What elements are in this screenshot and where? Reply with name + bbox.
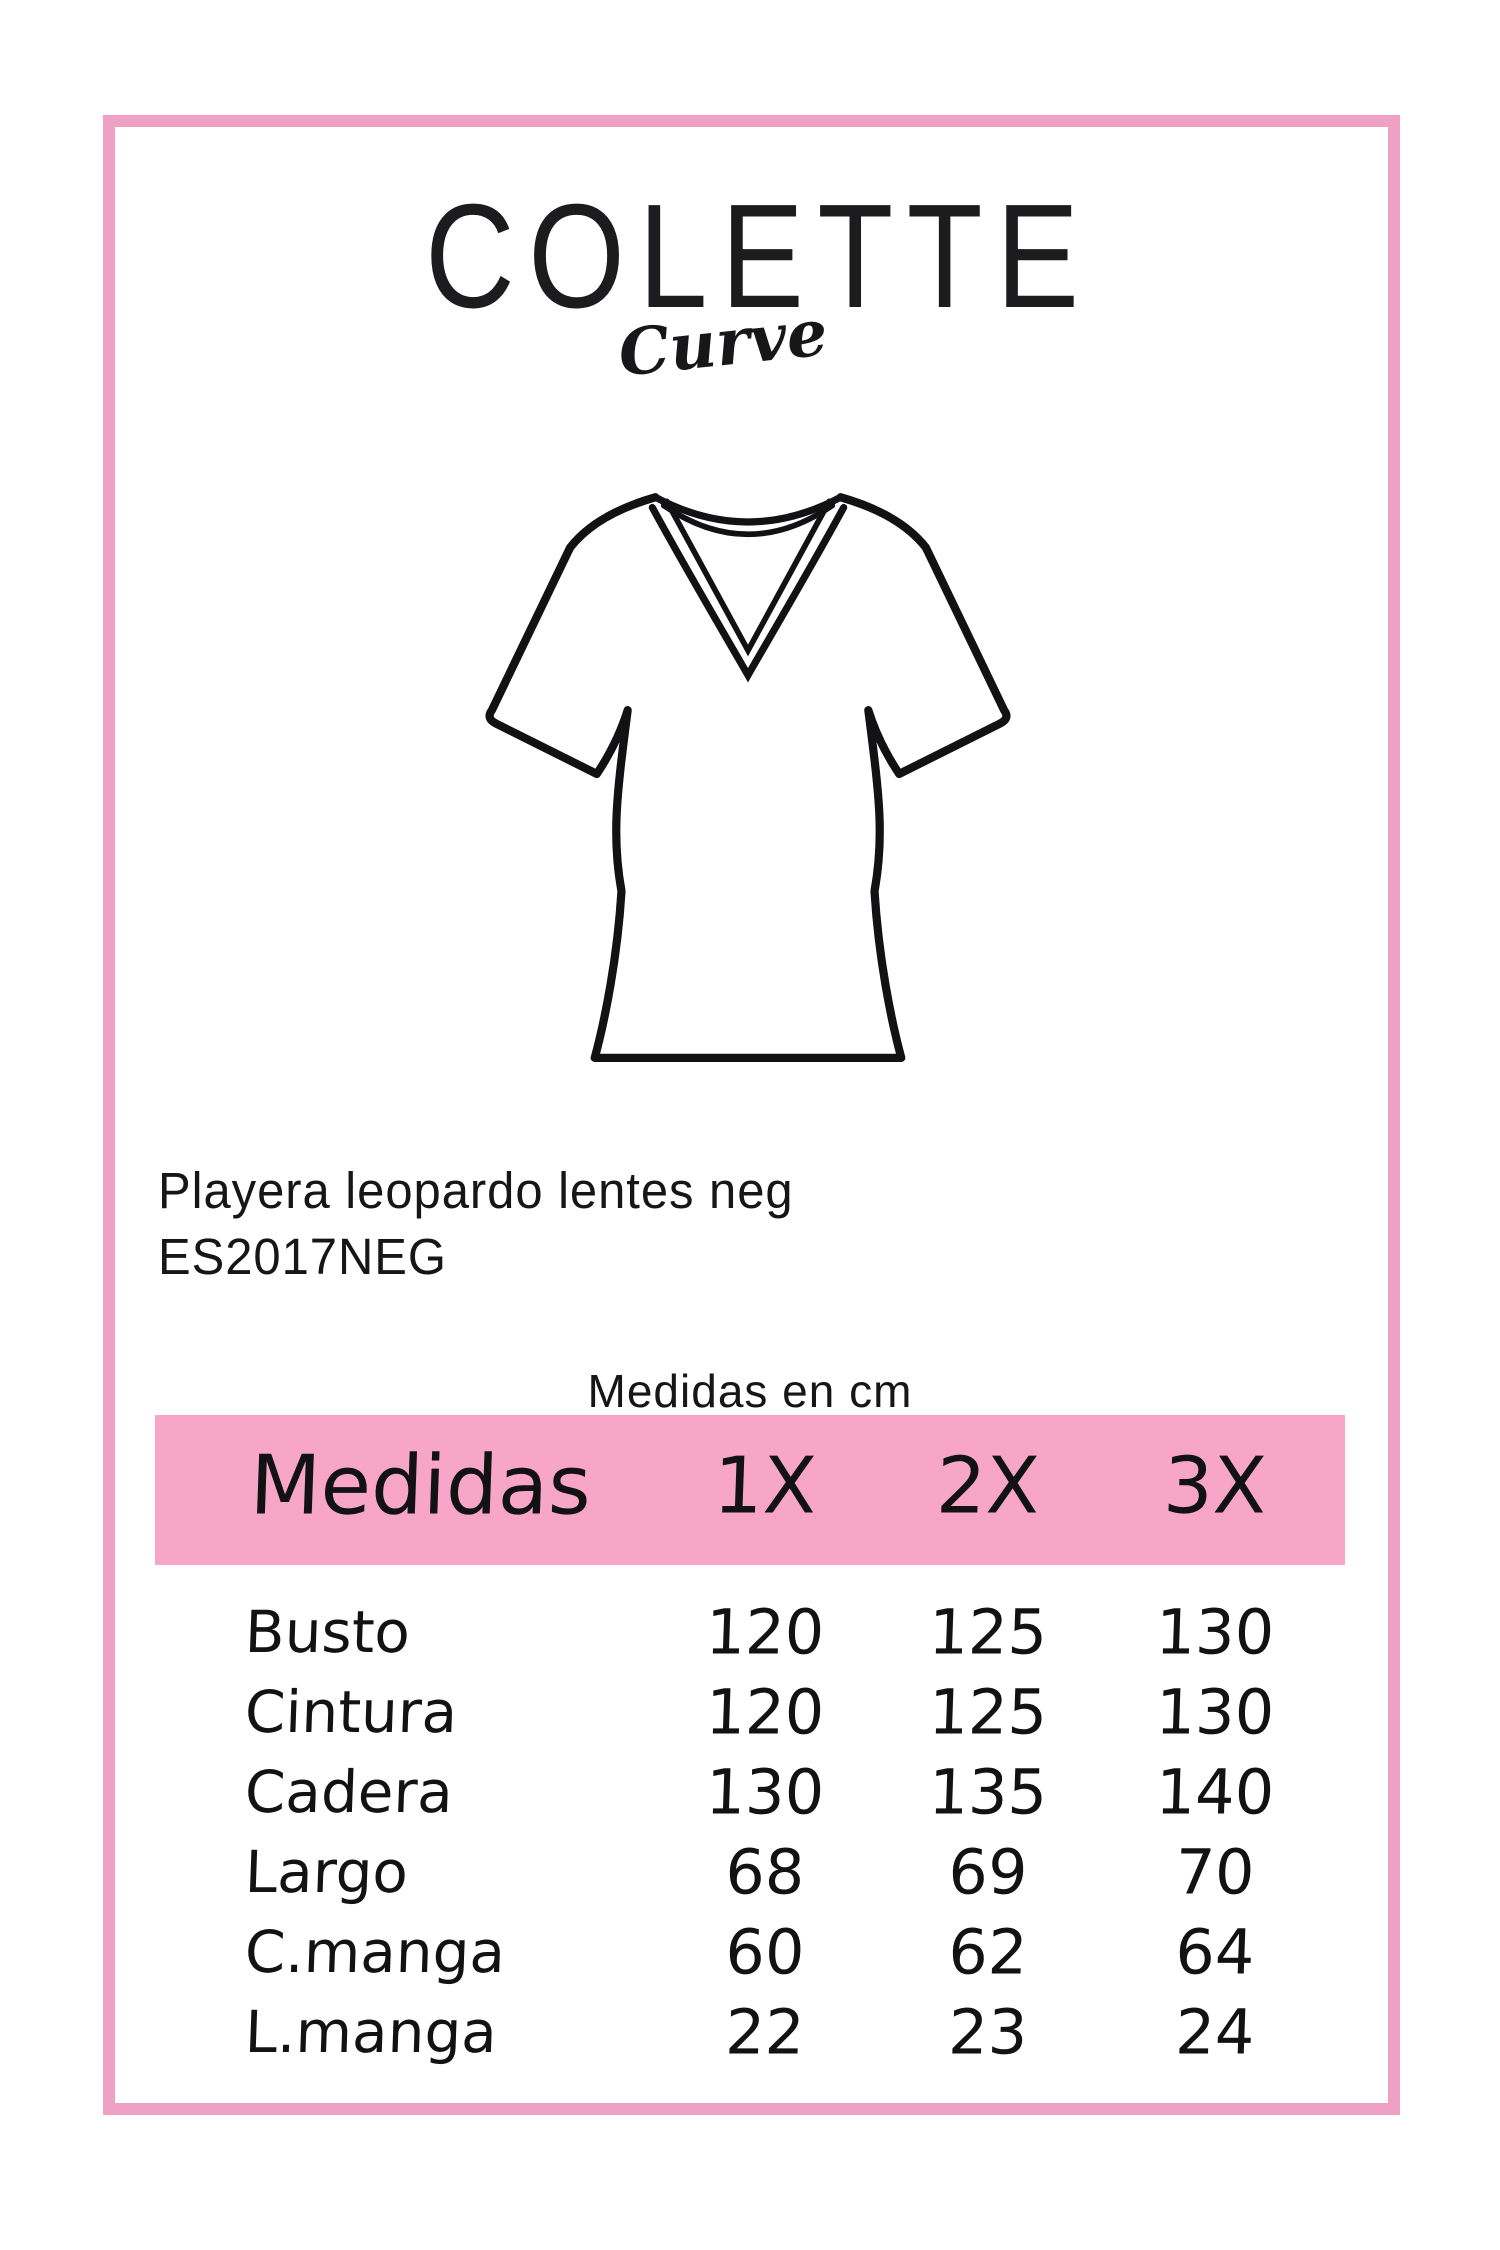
pink-frame-border	[103, 115, 1400, 2115]
table-row-lmanga: L.manga 22 23 24	[155, 1992, 1345, 2072]
row-label: Cintura	[243, 1678, 459, 1746]
row-label: Largo	[243, 1838, 410, 1906]
cell-value: 130	[704, 1755, 826, 1829]
units-note: Medidas en cm	[587, 1365, 913, 1417]
header-size-3x: 3X	[1161, 1441, 1269, 1532]
cell-value: 22	[724, 1995, 806, 2069]
cell-value: 23	[947, 1995, 1029, 2069]
row-label: C.manga	[243, 1918, 507, 1986]
cell-value: 135	[927, 1755, 1049, 1829]
cell-value: 130	[1154, 1595, 1276, 1669]
product-info: Playera leopardo lentes neg ES2017NEG	[158, 1158, 794, 1290]
cell-value: 69	[947, 1835, 1029, 1909]
header-size-2x: 2X	[934, 1441, 1042, 1532]
tshirt-illustration-icon	[485, 493, 1011, 1062]
cell-value: 60	[724, 1915, 806, 1989]
cell-value: 120	[704, 1675, 826, 1749]
size-chart-header-bar: Medidas 1X 2X 3X	[155, 1415, 1345, 1565]
table-row-cintura: Cintura 120 125 130	[155, 1672, 1345, 1752]
cell-value: 140	[1154, 1755, 1276, 1829]
cell-value: 120	[704, 1595, 826, 1669]
cell-value: 62	[947, 1915, 1029, 1989]
cell-value: 125	[927, 1675, 1049, 1749]
table-row-cadera: Cadera 130 135 140	[155, 1752, 1345, 1832]
product-name: Playera leopardo lentes neg	[158, 1162, 794, 1219]
cell-value: 64	[1174, 1915, 1256, 1989]
cell-value: 130	[1154, 1675, 1276, 1749]
table-row-largo: Largo 68 69 70	[155, 1832, 1345, 1912]
row-label: L.manga	[243, 1998, 499, 2066]
cell-value: 125	[927, 1595, 1049, 1669]
row-label: Busto	[243, 1598, 412, 1666]
cell-value: 68	[724, 1835, 806, 1909]
row-label: Cadera	[243, 1758, 455, 1826]
table-row-busto: Busto 120 125 130	[155, 1592, 1345, 1672]
cell-value: 24	[1174, 1995, 1256, 2069]
header-measures-label: Medidas	[248, 1438, 593, 1534]
cell-value: 70	[1174, 1835, 1256, 1909]
product-code: ES2017NEG	[158, 1228, 447, 1285]
header-size-1x: 1X	[711, 1441, 819, 1532]
size-chart-body: Busto 120 125 130 Cintura 120 125 130 Ca…	[155, 1592, 1345, 2072]
brand-logo: COLETTE	[425, 174, 1093, 339]
table-row-cmanga: C.manga 60 62 64	[155, 1912, 1345, 1992]
